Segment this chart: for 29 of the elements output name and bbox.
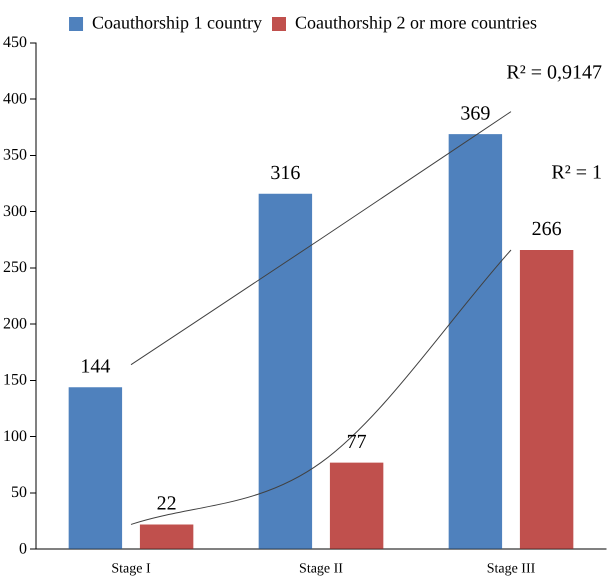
x-tick-label: Stage I <box>111 561 151 576</box>
annotation: R² = 0,9147 <box>506 61 602 84</box>
bar <box>140 524 194 549</box>
legend-label: Coauthorship 2 or more countries <box>295 12 537 33</box>
y-tick-label: 200 <box>3 315 27 332</box>
data-label: 144 <box>80 355 110 378</box>
bar <box>448 134 502 549</box>
y-tick-label: 350 <box>3 146 27 164</box>
bar <box>68 387 122 549</box>
y-tick-label: 300 <box>3 202 27 220</box>
y-tick-label: 50 <box>11 484 27 502</box>
y-tick-label: 150 <box>3 372 27 389</box>
data-label: 22 <box>156 492 177 515</box>
y-tick-label: 0 <box>19 540 27 558</box>
x-tick-label: Stage III <box>486 561 536 576</box>
y-tick-label: 450 <box>3 34 27 52</box>
data-label: 369 <box>460 102 490 124</box>
bar <box>258 194 312 549</box>
data-label: 316 <box>270 162 300 184</box>
y-tick-label: 400 <box>3 90 27 108</box>
bar <box>330 462 384 549</box>
legend-label: Coauthorship 1 country <box>92 12 262 33</box>
y-tick-label: 250 <box>3 259 27 276</box>
x-tick-label: Stage II <box>299 561 344 576</box>
y-tick-label: 100 <box>3 428 27 445</box>
bar <box>520 250 574 549</box>
data-label: 266 <box>532 218 562 240</box>
annotation: R² = 1 <box>551 161 602 184</box>
data-label: 77 <box>346 430 367 453</box>
